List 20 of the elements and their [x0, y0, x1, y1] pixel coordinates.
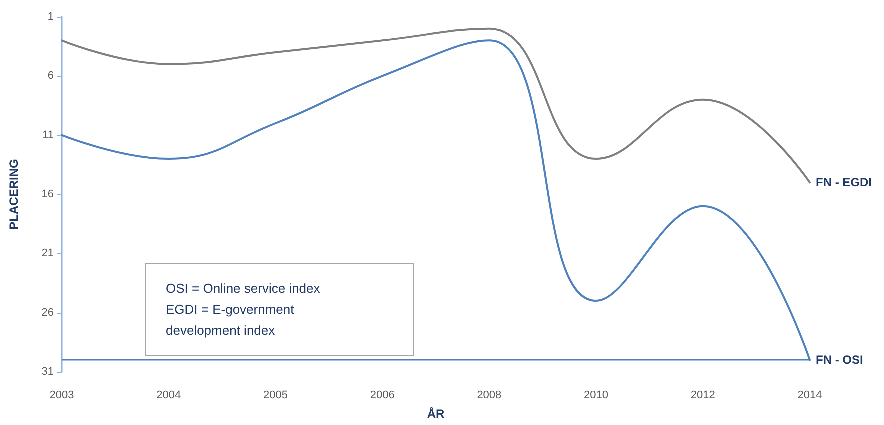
x-tick-label: 2005: [263, 390, 288, 402]
x-tick-label: 2003: [50, 390, 74, 402]
y-tick-label: 6: [48, 70, 54, 82]
y-axis-title: PLACERING: [7, 159, 21, 230]
y-tick-label: 21: [42, 248, 54, 260]
x-tick-label: 2012: [690, 390, 716, 402]
x-axis-title: ÅR: [427, 407, 445, 421]
x-tick-label: 2006: [370, 390, 395, 402]
x-tick-label: 2004: [156, 390, 182, 402]
annotation: OSI = Online service index EGDI = E-government development index: [145, 263, 414, 356]
y-tick-label: 16: [42, 188, 54, 200]
y-tick-label: 31: [42, 366, 54, 378]
series-label: FN - OSI: [816, 353, 864, 368]
x-tick-label: 2010: [584, 390, 609, 402]
y-tick-label: 11: [42, 129, 54, 142]
y-tick-label: 1: [48, 11, 54, 23]
series-label: FN - EGDI: [816, 176, 872, 190]
x-tick-label: 2014: [798, 390, 822, 402]
x-tick-label: 2008: [477, 390, 502, 402]
y-tick-label: 26: [42, 306, 54, 319]
